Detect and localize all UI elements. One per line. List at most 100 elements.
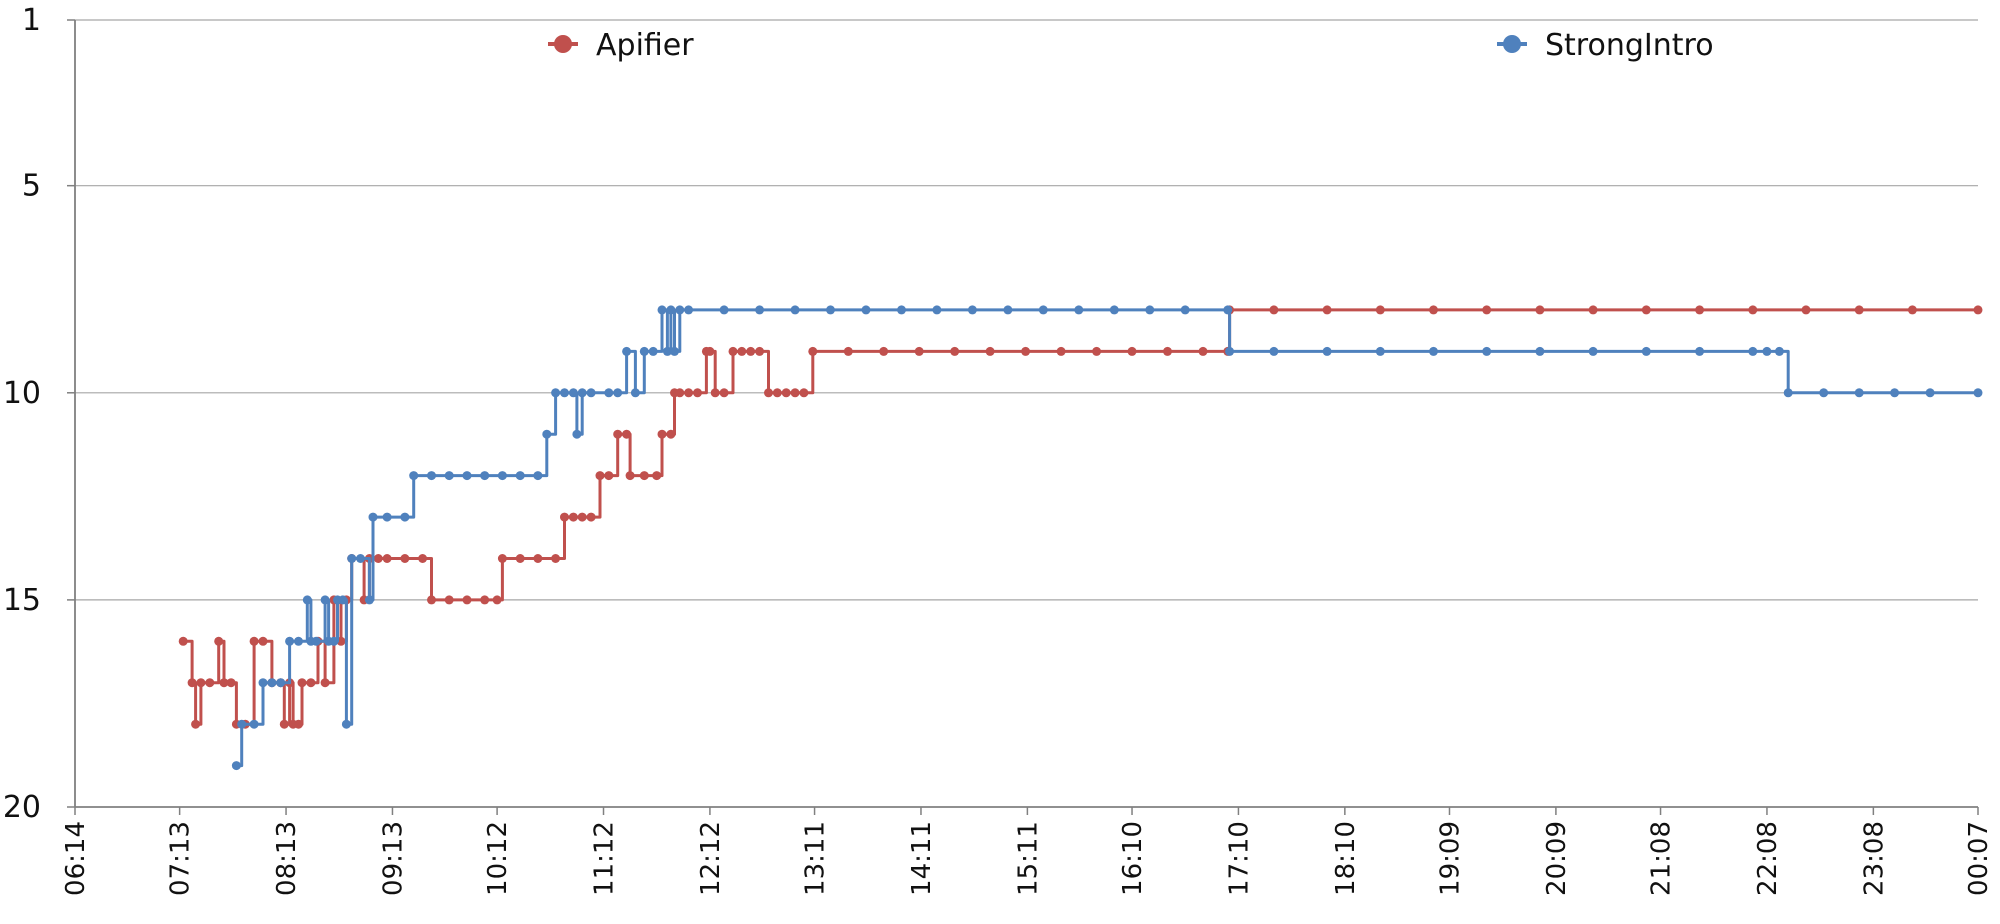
data-point-strongintro	[231, 761, 241, 771]
data-point-strongintro	[790, 305, 800, 315]
data-point-strongintro	[294, 636, 303, 646]
data-point-apifier	[950, 346, 960, 356]
data-point-apifier	[1854, 305, 1864, 315]
legend-swatch-marker	[554, 35, 572, 53]
data-point-apifier	[191, 719, 201, 729]
data-point-apifier	[772, 388, 782, 398]
data-point-strongintro	[719, 305, 729, 315]
data-point-apifier	[373, 554, 383, 563]
data-point-apifier	[196, 678, 206, 688]
x-tick-label: 14:11	[907, 821, 937, 896]
data-point-apifier	[382, 554, 392, 563]
x-tick-label: 12:12	[696, 821, 726, 896]
data-point-strongintro	[630, 388, 640, 398]
data-point-strongintro	[1695, 346, 1705, 356]
data-point-apifier	[790, 388, 800, 398]
data-point-apifier	[1021, 346, 1031, 356]
data-point-strongintro	[662, 346, 672, 356]
data-point-strongintro	[427, 471, 436, 481]
data-point-strongintro	[755, 305, 765, 315]
data-point-strongintro	[258, 678, 268, 688]
data-point-apifier	[914, 346, 924, 356]
x-tick-label: 16:10	[1118, 821, 1148, 896]
data-point-strongintro	[648, 346, 658, 356]
data-point-apifier	[178, 636, 188, 646]
data-point-apifier	[613, 429, 623, 439]
data-point-strongintro	[341, 719, 351, 729]
x-tick-label: 23:08	[1859, 821, 1889, 896]
x-tick-label: 09:13	[378, 821, 408, 896]
data-point-apifier	[560, 512, 569, 522]
data-point-apifier	[297, 678, 307, 688]
data-point-apifier	[205, 678, 215, 688]
data-point-apifier	[1163, 346, 1172, 356]
x-tick-label: 22:08	[1753, 821, 1783, 896]
data-point-apifier	[1429, 305, 1438, 315]
data-point-apifier	[577, 512, 587, 522]
data-point-apifier	[279, 719, 289, 729]
data-point-strongintro	[249, 719, 259, 729]
data-point-strongintro	[613, 388, 623, 398]
x-tick-label: 06:14	[61, 821, 91, 896]
data-point-strongintro	[1854, 388, 1864, 398]
data-point-apifier	[249, 636, 259, 646]
data-point-apifier	[226, 678, 236, 688]
data-point-apifier	[492, 595, 502, 605]
data-point-apifier	[622, 429, 632, 439]
data-point-apifier	[675, 388, 685, 398]
x-tick-label: 10:12	[483, 821, 513, 896]
data-point-apifier	[1973, 305, 1983, 315]
data-point-strongintro	[1269, 346, 1279, 356]
data-point-apifier	[568, 512, 578, 522]
data-point-apifier	[1801, 305, 1811, 315]
x-tick-label: 21:08	[1647, 821, 1677, 896]
x-tick-label: 20:09	[1542, 821, 1572, 896]
data-point-strongintro	[586, 388, 596, 398]
x-tick-label: 00:07	[1964, 821, 1994, 896]
data-point-apifier	[258, 636, 268, 646]
data-point-strongintro	[356, 554, 365, 563]
legend-label: StrongIntro	[1545, 28, 1714, 63]
data-point-apifier	[1748, 305, 1758, 315]
data-point-strongintro	[1322, 346, 1332, 356]
data-point-strongintro	[1482, 346, 1492, 356]
data-point-apifier	[1535, 305, 1545, 315]
data-point-strongintro	[1774, 346, 1784, 356]
data-point-strongintro	[1535, 346, 1545, 356]
data-point-strongintro	[285, 636, 295, 646]
data-point-strongintro	[1925, 388, 1935, 398]
data-point-apifier	[533, 554, 543, 563]
data-point-apifier	[551, 554, 561, 563]
x-tick-label: 19:09	[1435, 821, 1465, 896]
x-tick-label: 17:10	[1224, 821, 1254, 896]
data-point-apifier	[728, 346, 738, 356]
x-tick-label: 08:13	[272, 821, 302, 896]
data-point-apifier	[799, 388, 809, 398]
data-point-strongintro	[1003, 305, 1013, 315]
data-point-apifier	[306, 678, 316, 688]
data-point-strongintro	[368, 512, 378, 522]
x-tick-label: 18:10	[1331, 821, 1361, 896]
data-point-strongintro	[604, 388, 614, 398]
data-point-apifier	[294, 719, 303, 729]
data-point-strongintro	[551, 388, 561, 398]
data-point-strongintro	[1074, 305, 1084, 315]
data-point-strongintro	[400, 512, 410, 522]
data-point-apifier	[1127, 346, 1137, 356]
data-point-strongintro	[347, 554, 357, 563]
data-point-apifier	[666, 429, 676, 439]
data-point-strongintro	[1748, 346, 1758, 356]
data-point-strongintro	[329, 636, 339, 646]
legend-swatch-marker	[1503, 35, 1521, 53]
data-point-apifier	[586, 512, 596, 522]
data-point-strongintro	[572, 429, 582, 439]
data-point-apifier	[320, 678, 330, 688]
data-point-apifier	[1269, 305, 1279, 315]
data-point-apifier	[1695, 305, 1705, 315]
legend-item-strongintro: StrongIntro	[1497, 28, 1714, 63]
x-tick-label: 13:11	[801, 821, 831, 896]
data-point-strongintro	[1145, 305, 1155, 315]
